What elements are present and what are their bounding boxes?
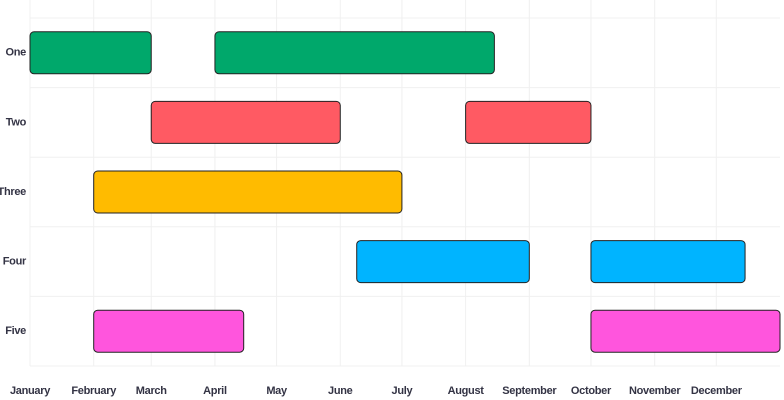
x-tick-label: May <box>266 385 288 397</box>
bar <box>93 170 403 214</box>
bar <box>29 31 152 75</box>
x-tick-label: March <box>136 385 167 397</box>
x-tick-label: November <box>629 385 681 397</box>
x-tick-label: September <box>502 385 557 397</box>
y-tick-label: Five <box>5 325 26 337</box>
x-tick-label: August <box>448 385 485 397</box>
y-tick-label: Three <box>0 186 26 198</box>
bar <box>590 240 746 284</box>
bar <box>356 240 530 284</box>
bar <box>465 100 592 144</box>
x-tick-label: January <box>10 385 51 397</box>
x-tick-label: July <box>392 385 414 397</box>
x-tick-label: October <box>571 385 612 397</box>
y-tick-label: Four <box>3 256 27 268</box>
bar <box>214 31 495 75</box>
x-tick-label: February <box>71 385 117 397</box>
x-tick-label: June <box>328 385 353 397</box>
y-tick-label: One <box>6 47 27 59</box>
bar <box>150 100 341 144</box>
x-tick-label: December <box>691 385 743 397</box>
x-tick-label: April <box>203 385 227 397</box>
y-tick-label: Two <box>6 116 27 128</box>
bar <box>93 309 245 353</box>
bar <box>590 309 781 353</box>
